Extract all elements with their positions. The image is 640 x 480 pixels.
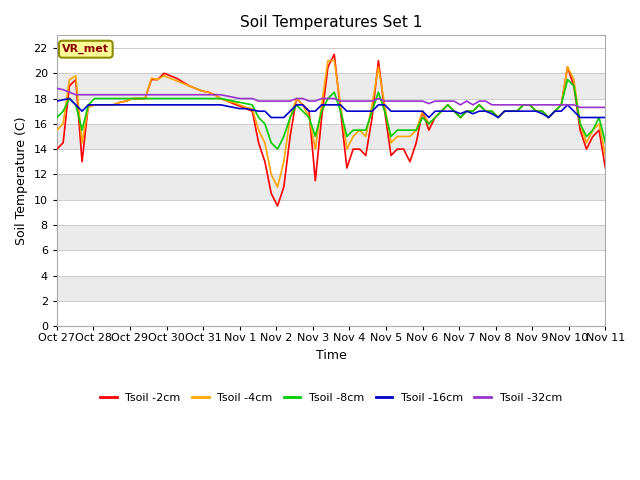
X-axis label: Time: Time bbox=[316, 348, 346, 361]
Tsoil -16cm bbox=[494, 115, 502, 120]
Tsoil -16cm bbox=[337, 102, 344, 108]
Tsoil -32cm bbox=[211, 92, 218, 97]
Tsoil -2cm bbox=[337, 108, 344, 114]
Tsoil -32cm bbox=[53, 85, 61, 91]
Tsoil -2cm bbox=[211, 92, 218, 97]
Bar bbox=[57, 200, 605, 225]
Line: Tsoil -32cm: Tsoil -32cm bbox=[57, 88, 605, 108]
Bar bbox=[57, 225, 605, 250]
Tsoil -8cm bbox=[602, 140, 609, 145]
Tsoil -8cm bbox=[488, 108, 496, 114]
Tsoil -2cm bbox=[387, 153, 395, 158]
Tsoil -32cm bbox=[66, 89, 74, 95]
Tsoil -16cm bbox=[72, 102, 79, 108]
Tsoil -2cm bbox=[204, 89, 212, 95]
Tsoil -32cm bbox=[564, 102, 572, 108]
Bar bbox=[57, 149, 605, 174]
Tsoil -32cm bbox=[324, 96, 332, 101]
Tsoil -32cm bbox=[374, 96, 382, 101]
Tsoil -2cm bbox=[602, 165, 609, 171]
Tsoil -32cm bbox=[204, 92, 212, 97]
Tsoil -8cm bbox=[204, 96, 212, 101]
Y-axis label: Soil Temperature (C): Soil Temperature (C) bbox=[15, 117, 28, 245]
Line: Tsoil -16cm: Tsoil -16cm bbox=[57, 98, 605, 118]
Tsoil -8cm bbox=[274, 146, 282, 152]
Tsoil -8cm bbox=[66, 96, 74, 101]
Line: Tsoil -8cm: Tsoil -8cm bbox=[57, 80, 605, 149]
Tsoil -16cm bbox=[53, 98, 61, 104]
Legend: Tsoil -2cm, Tsoil -4cm, Tsoil -8cm, Tsoil -16cm, Tsoil -32cm: Tsoil -2cm, Tsoil -4cm, Tsoil -8cm, Tsoi… bbox=[95, 389, 567, 408]
Tsoil -16cm bbox=[66, 96, 74, 101]
Bar bbox=[57, 250, 605, 276]
Tsoil -4cm bbox=[324, 58, 332, 63]
Bar bbox=[57, 301, 605, 326]
Tsoil -16cm bbox=[211, 102, 218, 108]
Tsoil -8cm bbox=[330, 89, 338, 95]
Text: VR_met: VR_met bbox=[62, 44, 109, 54]
Tsoil -8cm bbox=[211, 96, 218, 101]
Tsoil -32cm bbox=[602, 105, 609, 110]
Tsoil -4cm bbox=[274, 184, 282, 190]
Bar bbox=[57, 73, 605, 98]
Tsoil -8cm bbox=[53, 115, 61, 120]
Tsoil -16cm bbox=[217, 102, 225, 108]
Tsoil -2cm bbox=[53, 146, 61, 152]
Bar bbox=[57, 174, 605, 200]
Bar bbox=[57, 98, 605, 124]
Tsoil -8cm bbox=[381, 108, 388, 114]
Title: Soil Temperatures Set 1: Soil Temperatures Set 1 bbox=[240, 15, 422, 30]
Tsoil -16cm bbox=[602, 115, 609, 120]
Tsoil -2cm bbox=[330, 51, 338, 57]
Tsoil -32cm bbox=[576, 105, 584, 110]
Tsoil -2cm bbox=[274, 203, 282, 209]
Tsoil -4cm bbox=[602, 153, 609, 158]
Line: Tsoil -2cm: Tsoil -2cm bbox=[57, 54, 605, 206]
Tsoil -2cm bbox=[494, 115, 502, 120]
Tsoil -4cm bbox=[387, 140, 395, 145]
Tsoil -4cm bbox=[211, 92, 218, 97]
Bar bbox=[57, 48, 605, 73]
Bar bbox=[57, 276, 605, 301]
Tsoil -8cm bbox=[564, 77, 572, 83]
Tsoil -2cm bbox=[66, 83, 74, 89]
Tsoil -4cm bbox=[204, 89, 212, 95]
Tsoil -16cm bbox=[387, 108, 395, 114]
Tsoil -4cm bbox=[66, 77, 74, 83]
Tsoil -4cm bbox=[53, 127, 61, 133]
Tsoil -16cm bbox=[268, 115, 275, 120]
Tsoil -4cm bbox=[494, 115, 502, 120]
Tsoil -4cm bbox=[337, 102, 344, 108]
Bar bbox=[57, 124, 605, 149]
Line: Tsoil -4cm: Tsoil -4cm bbox=[57, 60, 605, 187]
